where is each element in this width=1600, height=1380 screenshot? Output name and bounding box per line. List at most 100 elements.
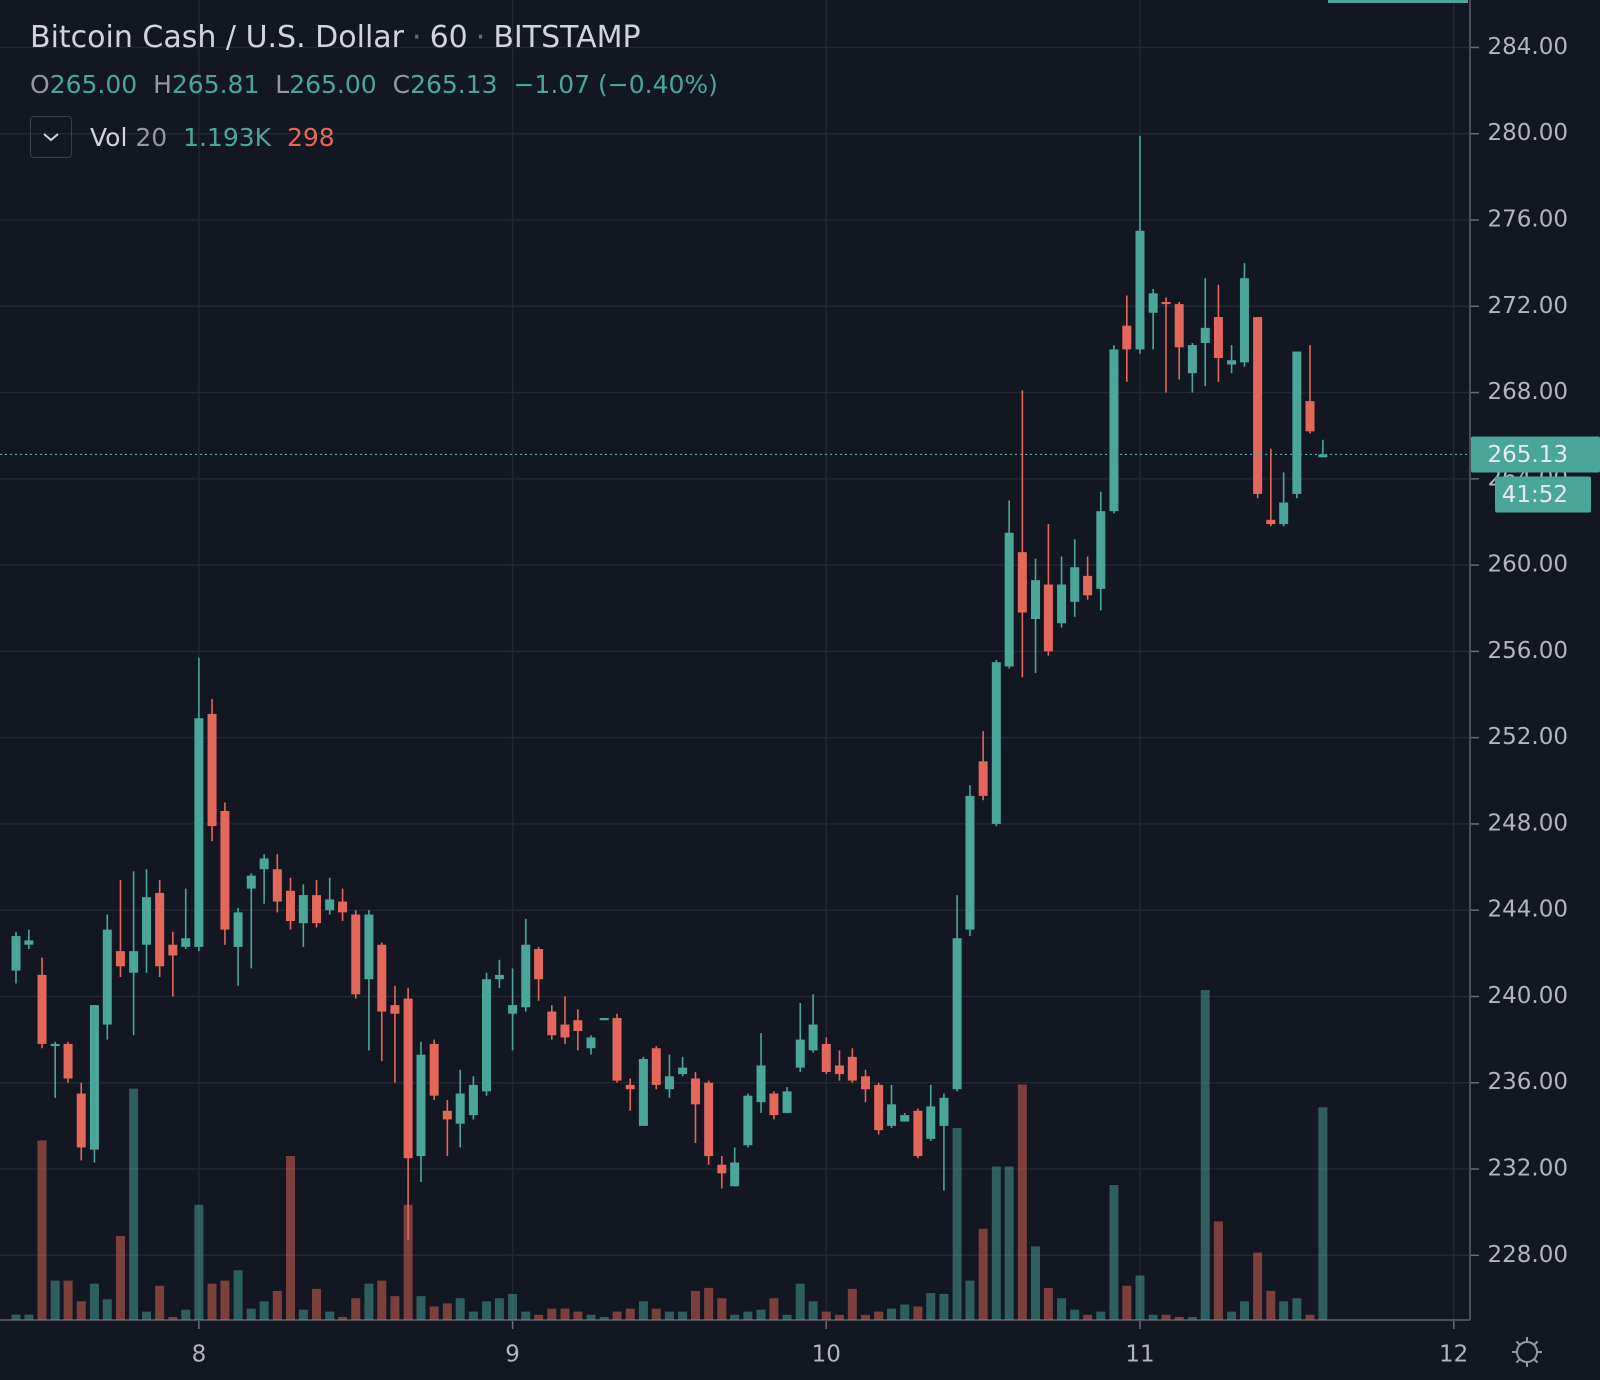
volume-bar <box>1318 1107 1328 1320</box>
gear-tooth <box>1533 1358 1539 1364</box>
candle-body <box>690 1078 700 1105</box>
ohlc-value: 265.13 <box>410 70 498 99</box>
volume-bar <box>1253 1252 1263 1320</box>
volume-bar <box>325 1311 335 1320</box>
volume-bar <box>468 1311 478 1320</box>
candle-body <box>1253 317 1263 494</box>
candle-body <box>1057 584 1067 624</box>
volume-bar <box>887 1308 897 1320</box>
candle-body <box>338 901 348 913</box>
y-tick-label: 280.00 <box>1488 120 1568 146</box>
volume-bar <box>664 1311 674 1320</box>
y-tick-label: 256.00 <box>1488 638 1568 664</box>
volume-bar <box>612 1311 622 1320</box>
candle-body <box>325 899 335 911</box>
candle-body <box>102 929 112 1025</box>
volume-bar <box>599 1316 609 1320</box>
volume-bar <box>717 1298 727 1320</box>
volume-bar <box>1200 990 1210 1320</box>
ohlc-value: 265.00 <box>289 70 377 99</box>
volume-bar <box>847 1288 857 1320</box>
candle-body <box>403 998 413 1159</box>
volume-bar <box>1017 1084 1027 1320</box>
y-tick-label: 268.00 <box>1488 379 1568 405</box>
settings-icon[interactable] <box>1512 1337 1542 1367</box>
candle-body <box>978 761 988 796</box>
volume-bar <box>743 1311 753 1320</box>
candle-body <box>1292 351 1302 494</box>
volume-bar <box>1135 1275 1145 1320</box>
candle-body <box>1227 360 1237 365</box>
volume-bar <box>1148 1314 1158 1320</box>
candle-body <box>1004 532 1014 667</box>
candle-body <box>1266 519 1276 525</box>
candle-body <box>1109 349 1119 512</box>
volume-bar <box>1305 1314 1315 1320</box>
candle-body <box>664 1076 674 1090</box>
candle-body <box>246 875 256 889</box>
candle-body <box>887 1104 897 1126</box>
volume-bar <box>638 1301 648 1320</box>
volume-bar <box>220 1280 230 1320</box>
volume-bar <box>769 1298 779 1320</box>
last-price-badge <box>1471 436 1600 473</box>
volume-bar <box>625 1308 635 1320</box>
volume-bar <box>11 1314 21 1320</box>
candle-body <box>769 1093 779 1116</box>
candle-body <box>220 810 230 930</box>
volume-bar <box>1083 1314 1093 1320</box>
candle-body <box>390 1005 400 1014</box>
volume-bar <box>115 1236 125 1320</box>
volume-bar <box>1070 1309 1080 1320</box>
grid <box>0 0 1470 1320</box>
y-tick-label: 276.00 <box>1488 207 1568 233</box>
candle-body <box>586 1037 596 1049</box>
gear-tooth <box>1515 1340 1521 1346</box>
volume-bar <box>233 1270 243 1320</box>
volume-bar <box>782 1314 792 1320</box>
ohlc-key: O <box>30 70 50 99</box>
candle-body <box>651 1048 661 1085</box>
candle-body <box>1239 278 1249 363</box>
candle-body <box>678 1067 688 1075</box>
volume-bar <box>900 1304 910 1320</box>
candle-body <box>521 944 531 1008</box>
volume-bar <box>939 1293 949 1320</box>
volume-bar <box>37 1140 47 1320</box>
x-tick-label: 9 <box>505 1342 520 1368</box>
candle-body <box>756 1065 766 1103</box>
volume-bar <box>678 1311 688 1320</box>
collapse-button[interactable] <box>30 116 72 158</box>
volume-bar <box>560 1308 570 1320</box>
candle-body <box>377 944 387 1012</box>
gear-tooth <box>1533 1340 1539 1346</box>
volume-bar <box>1266 1290 1276 1320</box>
volume-bar <box>651 1308 661 1320</box>
volume-bar <box>521 1311 531 1320</box>
candle-body <box>1305 401 1315 432</box>
candle-body <box>1161 301 1171 305</box>
volume-bar <box>1161 1314 1171 1320</box>
candle-body <box>1043 584 1053 652</box>
candle-body <box>351 914 361 995</box>
volume-bar <box>207 1283 217 1320</box>
candle-body <box>1070 567 1080 602</box>
candle-body <box>913 1110 923 1157</box>
candle-body <box>168 944 178 956</box>
top-accent <box>1328 0 1468 3</box>
candle-body <box>717 1164 727 1174</box>
volume-bar <box>808 1301 818 1320</box>
candle-body <box>1135 230 1145 350</box>
volume-bar <box>442 1303 452 1320</box>
candle-body <box>534 949 544 980</box>
y-tick-label: 236.00 <box>1488 1069 1568 1095</box>
candle-body <box>233 912 243 947</box>
volume-bar <box>50 1280 60 1320</box>
volume-bar <box>756 1309 766 1320</box>
volume-bar <box>24 1314 34 1320</box>
candle-body <box>1122 325 1132 350</box>
volume-bar <box>821 1311 831 1320</box>
x-tick-label: 8 <box>192 1342 207 1368</box>
